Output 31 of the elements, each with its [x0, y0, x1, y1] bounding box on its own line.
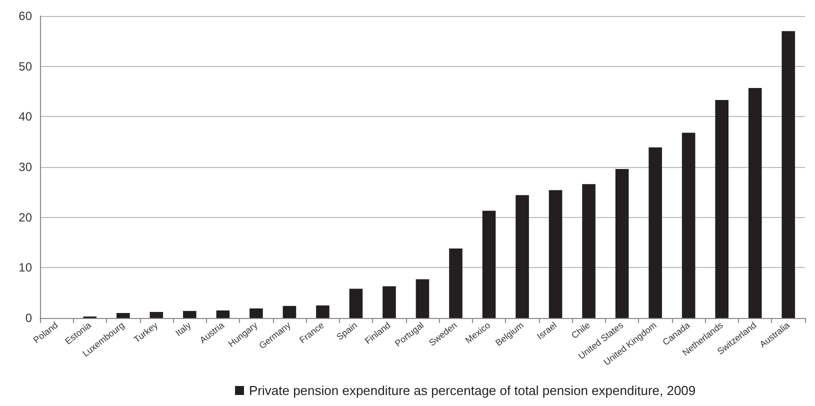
y-tick-label: 20: [18, 210, 32, 224]
bar: [648, 147, 662, 318]
bar: [548, 190, 562, 318]
legend-label: Private pension expenditure as percentage of total pension expenditure, 2009: [249, 383, 696, 398]
bar: [183, 310, 196, 318]
bar: [150, 312, 164, 318]
y-tick-label: 10: [18, 260, 32, 275]
bar: [782, 31, 796, 318]
bar: [282, 306, 296, 318]
bar: [382, 286, 396, 318]
x-tick-label: Italy: [174, 320, 194, 338]
y-tick-label: 0: [25, 311, 32, 325]
bar: [582, 184, 596, 318]
bar: [715, 100, 728, 318]
bar: [748, 88, 762, 318]
bar: [615, 169, 629, 318]
bar: [116, 312, 130, 318]
y-tick-label: 60: [18, 9, 32, 23]
bar: [416, 279, 430, 318]
bar: [316, 305, 330, 318]
bar: [216, 310, 230, 318]
bar: [449, 248, 462, 318]
bar: [482, 210, 496, 318]
x-tick-label: Chile: [570, 320, 592, 341]
bar: [682, 132, 696, 318]
y-tick-label: 30: [18, 160, 32, 174]
bar: [349, 288, 363, 318]
bar: [516, 195, 529, 318]
y-tick-label: 40: [18, 110, 32, 124]
y-tick-label: 50: [18, 59, 32, 74]
bar: [250, 308, 263, 318]
